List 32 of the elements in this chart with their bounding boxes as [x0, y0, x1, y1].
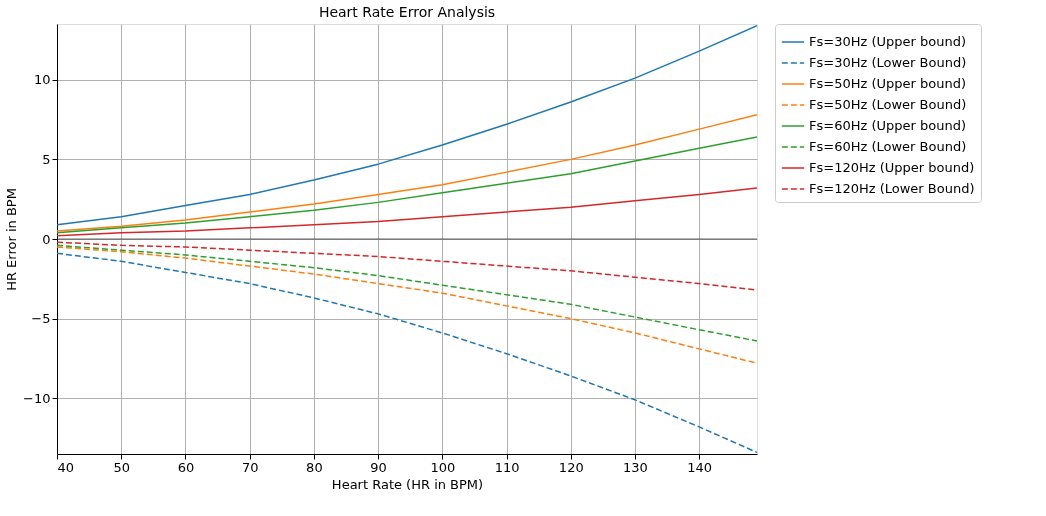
line-series	[57, 114, 757, 232]
x-tick-label: 90	[370, 459, 387, 475]
y-tick-label: 5	[42, 151, 51, 167]
x-tick-label: 110	[494, 459, 520, 475]
x-tick-label: 80	[306, 459, 323, 475]
line-series	[57, 246, 757, 364]
legend-label: Fs=30Hz (Lower Bound)	[809, 55, 967, 70]
legend-label: Fs=50Hz (Upper bound)	[809, 76, 966, 91]
y-axis-title: HR Error in BPM	[4, 188, 20, 291]
y-tick-label: −5	[31, 311, 51, 327]
x-tick-label: 60	[177, 459, 195, 475]
line-series	[57, 24, 757, 226]
legend-label: Fs=30Hz (Upper bound)	[809, 34, 966, 49]
x-tick-label: 120	[558, 459, 584, 475]
y-tick-label: −10	[23, 390, 51, 406]
legend-label: Fs=60Hz (Lower Bound)	[809, 139, 967, 154]
x-tick-label: 50	[113, 459, 130, 475]
line-series	[57, 136, 757, 234]
line-series	[57, 244, 757, 342]
legend-label: Fs=120Hz (Lower Bound)	[809, 181, 975, 196]
x-axis-title: Heart Rate (HR in BPM)	[331, 476, 484, 492]
x-tick-label: 130	[623, 459, 648, 475]
x-tick-label: 100	[430, 459, 456, 475]
legend-label: Fs=50Hz (Lower Bound)	[809, 97, 967, 112]
chart-title: Heart Rate Error Analysis	[318, 3, 496, 20]
y-tick-label: 0	[42, 231, 51, 247]
x-tick-label: 140	[687, 459, 713, 475]
legend-label: Fs=60Hz (Upper bound)	[809, 118, 966, 133]
x-tick-label: 70	[241, 459, 259, 475]
legend-label: Fs=120Hz (Upper bound)	[809, 160, 975, 175]
x-tick-label: 40	[57, 459, 75, 475]
y-tick-label: 10	[33, 72, 51, 88]
